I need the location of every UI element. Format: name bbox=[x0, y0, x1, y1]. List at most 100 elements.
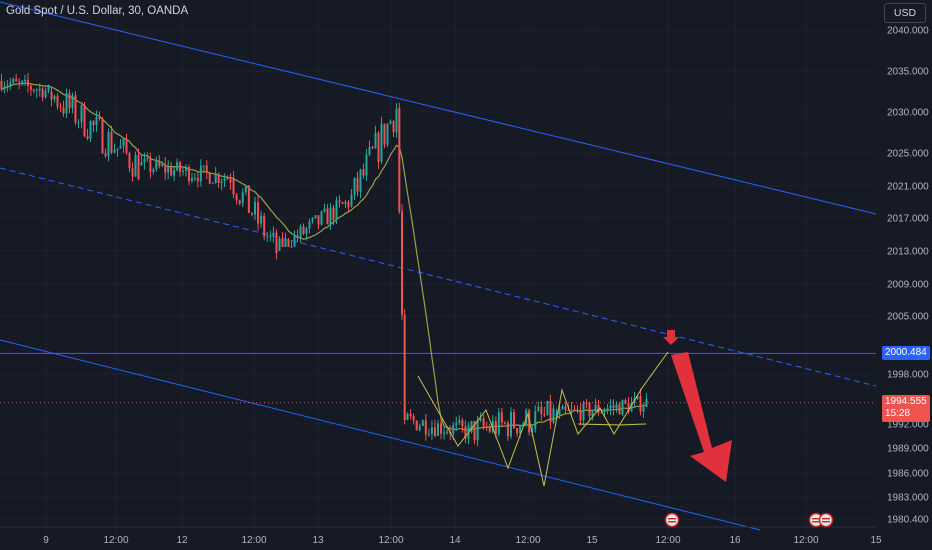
candle-body bbox=[182, 170, 185, 172]
time-tick-label: 13 bbox=[312, 535, 324, 546]
candle-body bbox=[116, 148, 119, 151]
candle-body bbox=[143, 158, 146, 163]
us-flag-event-icon[interactable] bbox=[808, 512, 824, 528]
candle-body bbox=[446, 431, 449, 433]
currency-button[interactable]: USD bbox=[884, 3, 926, 23]
candle-body bbox=[567, 409, 570, 411]
candle-body bbox=[461, 420, 464, 427]
candle-body bbox=[74, 95, 77, 123]
time-tick-label: 12:00 bbox=[655, 535, 680, 546]
candle-body bbox=[389, 120, 392, 124]
candle-body bbox=[24, 79, 26, 82]
price-tick-label: 1986.000 bbox=[887, 469, 929, 480]
candle-body bbox=[415, 420, 418, 431]
candle-body bbox=[50, 91, 53, 100]
us-flag-event-icon[interactable] bbox=[664, 512, 680, 528]
candle-body bbox=[260, 215, 263, 224]
price-axis-bg bbox=[876, 0, 932, 550]
candle-body bbox=[374, 132, 377, 149]
event-icon-stripe bbox=[668, 521, 676, 523]
price-tick-label: 2040.000 bbox=[887, 26, 929, 37]
us-flag-event-icon[interactable] bbox=[818, 512, 834, 528]
candle-body bbox=[362, 169, 365, 176]
candle-body bbox=[41, 88, 44, 98]
candle-body bbox=[208, 172, 211, 184]
candle-body bbox=[519, 426, 522, 434]
candle-body bbox=[421, 420, 424, 426]
projection-arrow[interactable] bbox=[663, 330, 732, 482]
event-icon-stripe bbox=[812, 521, 820, 523]
candle-body bbox=[403, 314, 406, 420]
candle-body bbox=[603, 410, 606, 413]
candle-body bbox=[187, 166, 190, 182]
candle-body bbox=[110, 132, 113, 153]
candle-body bbox=[83, 105, 86, 137]
candle-body bbox=[332, 207, 335, 220]
candle-body bbox=[437, 423, 439, 436]
candle-body bbox=[122, 138, 125, 146]
candle-body bbox=[353, 177, 356, 195]
candle-body bbox=[107, 132, 110, 157]
candle-body bbox=[452, 425, 455, 434]
event-icons[interactable] bbox=[664, 512, 834, 528]
candle-body bbox=[263, 215, 266, 237]
channel-lines bbox=[0, 1, 877, 531]
candle-body bbox=[552, 408, 555, 423]
candle-body bbox=[281, 238, 284, 247]
candle-body bbox=[158, 160, 161, 166]
candle-body bbox=[409, 413, 412, 417]
candle-body bbox=[9, 82, 12, 86]
candle-body bbox=[341, 202, 344, 204]
price-tick-label: 1989.000 bbox=[887, 444, 929, 455]
candle-body bbox=[29, 85, 32, 90]
candle-body bbox=[513, 411, 516, 429]
last-price-label: 1994.555 15:28 bbox=[882, 394, 930, 422]
price-axis[interactable]: 2040.000 2035.000 2030.000 2025.000 2021.000… bbox=[876, 0, 932, 550]
candle-body bbox=[302, 226, 305, 234]
candle-body bbox=[627, 402, 630, 412]
candle-body bbox=[98, 117, 101, 119]
candle-body bbox=[38, 88, 41, 91]
candle-body bbox=[543, 414, 546, 416]
candle-body bbox=[185, 166, 187, 171]
candle-body bbox=[401, 211, 403, 315]
time-tick-label: 12:00 bbox=[103, 535, 128, 546]
candle-body bbox=[326, 208, 329, 225]
candle-body bbox=[564, 406, 567, 410]
price-tick-label: 2009.000 bbox=[887, 280, 929, 291]
candle-body bbox=[146, 158, 149, 160]
candle-body bbox=[576, 409, 579, 411]
candle-body bbox=[368, 146, 371, 155]
candle-body bbox=[125, 138, 128, 154]
price-tick-label: 1992.000 bbox=[887, 420, 929, 431]
price-tick-label: 1998.000 bbox=[887, 370, 929, 381]
candle-body bbox=[537, 406, 540, 412]
candle-body bbox=[642, 407, 645, 412]
candle-body bbox=[173, 170, 176, 176]
candle-body bbox=[624, 400, 627, 403]
candle-body bbox=[71, 95, 74, 109]
candle-body bbox=[582, 403, 585, 421]
candle-body bbox=[516, 428, 519, 434]
candle-body bbox=[250, 213, 253, 215]
candle-body bbox=[305, 228, 308, 234]
time-axis[interactable]: 9 12:00 12 12:00 13 12:00 14 12:00 15 12:00 16 12:0… bbox=[0, 526, 882, 546]
candle-body bbox=[179, 162, 182, 172]
candle-body bbox=[491, 421, 494, 432]
candle-body bbox=[6, 85, 9, 87]
candle-body bbox=[383, 123, 386, 145]
time-tick-label: 12:00 bbox=[378, 535, 403, 546]
price-tick-label: 2005.000 bbox=[887, 312, 929, 323]
candle-body bbox=[238, 200, 241, 204]
candle-body bbox=[597, 404, 600, 413]
zigzag-pattern-line bbox=[417, 351, 669, 487]
candle-body bbox=[570, 409, 573, 411]
candle-body bbox=[549, 400, 552, 423]
candle-body bbox=[350, 194, 353, 206]
candle-body bbox=[47, 85, 50, 91]
price-tick-label: 2013.000 bbox=[887, 247, 929, 258]
small-down-arrow bbox=[663, 330, 679, 345]
candle-body bbox=[546, 400, 549, 415]
candle-body bbox=[272, 232, 275, 236]
